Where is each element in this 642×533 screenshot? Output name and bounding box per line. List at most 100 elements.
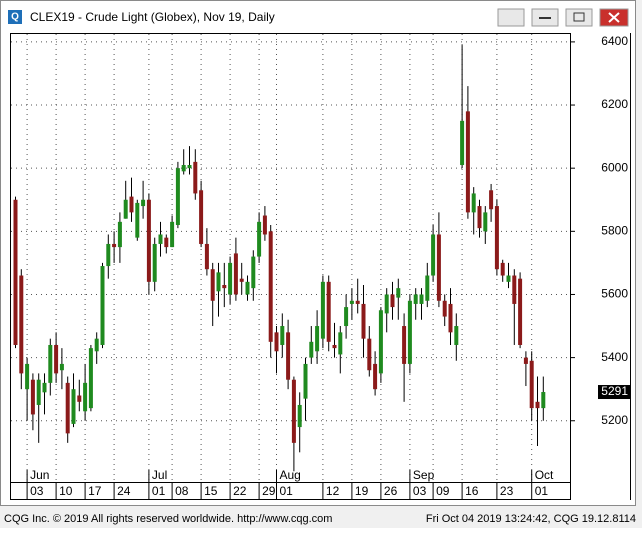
candle-body [465, 111, 470, 213]
x-tick-label: 19 [355, 484, 369, 498]
last-price-label: 5291 [601, 384, 628, 398]
footer-timestamp: Fri Oct 04 2019 13:24:42, CQG 19.12.8114 [426, 513, 636, 525]
x-tick-label: 15 [204, 484, 218, 498]
date-axis [10, 482, 571, 500]
candle-body [228, 262, 233, 295]
x-tick-label: 01 [535, 484, 549, 498]
candle-body [489, 190, 494, 210]
y-tick-label: 5400 [601, 350, 628, 364]
candle-body [239, 278, 244, 282]
x-tick-label: 03 [413, 484, 427, 498]
month-label: Jul [152, 468, 167, 482]
candle-body [471, 193, 476, 213]
candle-body [367, 338, 372, 371]
candle-body [158, 234, 163, 244]
candle-body [257, 221, 262, 257]
candle-body [436, 234, 441, 301]
x-tick-label: 23 [500, 484, 514, 498]
candle-body [338, 332, 343, 355]
candle-body [390, 294, 395, 308]
candle-body [523, 357, 528, 364]
candle-body [431, 234, 436, 276]
candle-body [291, 379, 296, 443]
x-tick-label: 10 [59, 484, 73, 498]
candle-body [106, 243, 111, 267]
x-tick-label: 24 [117, 484, 131, 498]
pin-button[interactable] [497, 8, 525, 27]
y-tick-label: 6200 [601, 97, 628, 111]
candle-body [251, 256, 256, 289]
candle-body [42, 382, 47, 393]
candle-body [454, 326, 459, 345]
candle-body [344, 307, 349, 327]
candle-body [25, 363, 30, 390]
candle-body [274, 332, 279, 352]
candle-body [13, 199, 18, 345]
candle-body [529, 360, 534, 409]
plot-area [10, 33, 571, 483]
x-tick-label: 16 [465, 484, 479, 498]
candle-body [36, 379, 41, 405]
candle-body [407, 300, 412, 364]
candle-body [535, 401, 540, 409]
candle-body [494, 206, 499, 270]
candle-body [170, 221, 175, 248]
restore-button[interactable] [565, 8, 593, 27]
candle-body [141, 199, 146, 207]
candle-body [361, 303, 366, 339]
candle-body [268, 231, 273, 342]
month-label: Jun [30, 468, 49, 482]
candle-body [245, 281, 250, 295]
candle-body [30, 379, 35, 415]
last-price-box [598, 385, 630, 400]
candle-body [315, 326, 320, 352]
candle-body [54, 344, 59, 374]
candle-body [262, 215, 267, 235]
x-tick-label: 08 [175, 484, 189, 498]
chart-title: CLEX19 - Crude Light (Globex), Nov 19, D… [30, 10, 275, 24]
x-tick-label: 22 [233, 484, 247, 498]
candle-body [112, 243, 117, 248]
candle-body [181, 165, 186, 172]
candle-body [349, 300, 354, 304]
candle-body [187, 165, 192, 169]
candle-body [233, 253, 238, 295]
candle-body [210, 269, 215, 301]
candle-body [199, 190, 204, 244]
candle-body [413, 294, 418, 304]
y-tick-label: 5800 [601, 223, 628, 237]
candle-body [280, 326, 285, 345]
candle-body [164, 237, 169, 248]
candle-body [303, 363, 308, 399]
candle-body [204, 243, 209, 270]
candle-body [100, 266, 105, 345]
candle-body [373, 363, 378, 390]
x-tick-label: 29 [262, 484, 276, 498]
restore-glyph [573, 12, 585, 22]
y-tick-label: 5600 [601, 287, 628, 301]
candle-body [48, 344, 53, 383]
candle-body [419, 294, 424, 304]
candle-body [123, 199, 128, 219]
candle-body [442, 300, 447, 317]
candle-body [193, 161, 198, 194]
candle-body [59, 363, 64, 371]
x-tick-label: 01 [280, 484, 294, 498]
candle-body [175, 168, 180, 226]
footer-copyright: CQG Inc. © 2019 All rights reserved worl… [4, 513, 332, 525]
candle-body [146, 199, 151, 282]
candle-body [320, 281, 325, 339]
x-tick-label: 26 [384, 484, 398, 498]
candle-body [309, 341, 314, 358]
candle-body [326, 281, 331, 342]
x-tick-label: 17 [88, 484, 102, 498]
candle-body [518, 278, 523, 345]
month-label: Oct [535, 468, 554, 482]
candle-body [19, 275, 24, 374]
candle-body [94, 338, 99, 352]
candle-body [297, 404, 302, 428]
candle-body [448, 303, 453, 333]
candle-body [396, 288, 401, 298]
candle-body [541, 392, 546, 409]
